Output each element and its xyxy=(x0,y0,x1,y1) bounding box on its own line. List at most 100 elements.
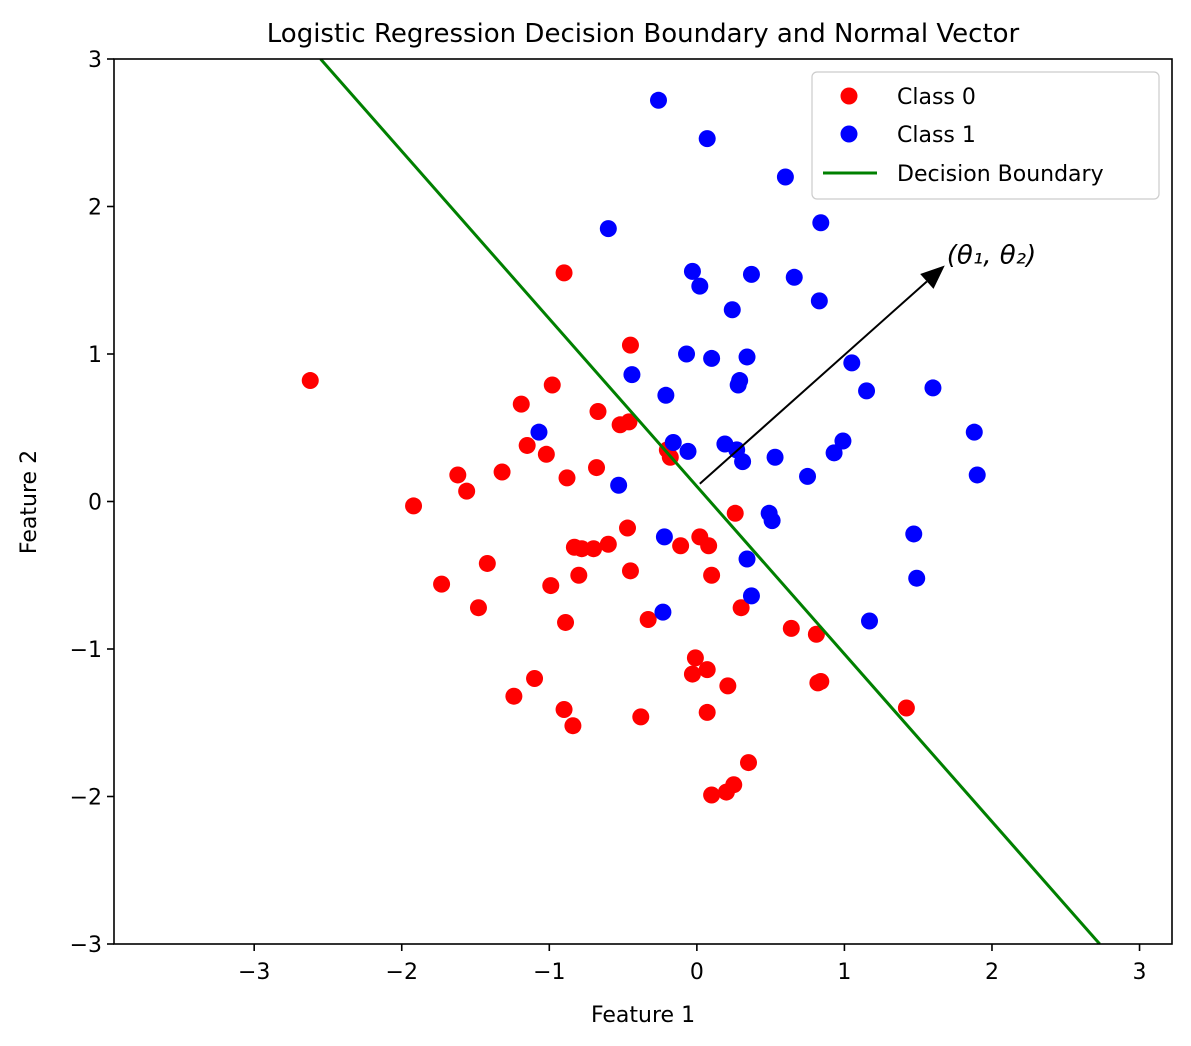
x-tick-label: 0 xyxy=(690,960,704,985)
decision-boundary-line xyxy=(319,59,1101,944)
class-0-point xyxy=(537,445,555,463)
class-0-point xyxy=(807,625,825,643)
class-0-point xyxy=(449,466,467,484)
class-0-point xyxy=(621,336,639,354)
class-1-point xyxy=(738,348,756,366)
legend-label-decision-boundary: Decision Boundary xyxy=(897,162,1104,187)
legend-label-class-0: Class 0 xyxy=(897,85,976,110)
x-tick-label: −3 xyxy=(238,960,270,985)
y-axis: −3 −2 −1 0 1 2 3 xyxy=(70,48,114,958)
class-0-point xyxy=(564,717,582,735)
x-tick-label: 1 xyxy=(837,960,851,985)
x-tick-label: 3 xyxy=(1133,960,1147,985)
class-0-point xyxy=(725,776,743,794)
y-tick-label: −2 xyxy=(70,786,102,811)
class-0-point xyxy=(588,459,606,477)
class-0-point xyxy=(621,562,639,580)
class-0-point xyxy=(782,619,800,637)
class-0-point xyxy=(619,519,637,537)
class-0-point xyxy=(555,700,573,718)
class-0-point xyxy=(518,436,536,454)
class-0-point xyxy=(703,786,721,804)
class-0-point xyxy=(589,403,607,421)
class-0-point xyxy=(573,540,591,558)
class-0-point xyxy=(469,599,487,617)
class-0-point xyxy=(686,649,704,667)
legend: Class 0 Class 1 Decision Boundary xyxy=(811,71,1160,200)
y-tick-label: −1 xyxy=(70,638,102,663)
class-0-point xyxy=(557,613,575,631)
class-1-point xyxy=(799,467,817,485)
class-1-point xyxy=(599,220,617,238)
class-1-point xyxy=(861,612,879,630)
plot-area xyxy=(301,59,1101,944)
normal-vector-arrow-head xyxy=(920,265,945,289)
class-1-point xyxy=(968,466,986,484)
class-0-point xyxy=(639,611,657,628)
class-0-point xyxy=(493,463,511,481)
x-tick-label: −1 xyxy=(533,960,565,985)
class-0-point xyxy=(726,504,744,522)
x-axis: −3 −2 −1 0 1 2 3 xyxy=(238,944,1147,985)
class-0-point xyxy=(458,482,476,500)
class-1-point xyxy=(723,301,741,319)
class-1-point xyxy=(965,423,983,441)
class-1-point xyxy=(683,262,701,280)
class-0-point xyxy=(812,672,830,690)
y-tick-label: 0 xyxy=(88,491,102,516)
class-1-point xyxy=(738,550,756,568)
class-0-point xyxy=(740,754,758,772)
class-1-point xyxy=(657,386,675,404)
class-1-point xyxy=(785,268,803,286)
class-1-point xyxy=(825,444,843,462)
class-0-point xyxy=(683,665,701,683)
y-tick-label: 1 xyxy=(88,343,102,368)
legend-marker-class-1 xyxy=(840,125,858,143)
legend-box xyxy=(811,71,1160,200)
y-tick-label: 2 xyxy=(88,196,102,221)
class-0-point xyxy=(478,554,496,572)
y-tick-label: −3 xyxy=(70,933,102,958)
chart-title: Logistic Regression Decision Boundary an… xyxy=(267,19,1020,49)
class-1-point xyxy=(858,382,876,400)
y-axis-label: Feature 2 xyxy=(17,450,42,554)
legend-marker-class-0 xyxy=(840,87,858,105)
class-0-point xyxy=(700,537,718,555)
class-1-point xyxy=(664,434,682,451)
class-0-point xyxy=(632,708,650,726)
class-0-point xyxy=(512,395,530,413)
class-0-point xyxy=(672,537,690,555)
x-tick-label: −2 xyxy=(386,960,418,985)
class-1-point xyxy=(834,432,852,450)
class-1-point xyxy=(924,379,942,397)
class-1-point xyxy=(649,91,667,109)
class-1-point xyxy=(698,130,716,148)
class-0-point xyxy=(505,687,523,705)
normal-vector-arrow-shaft xyxy=(699,280,928,485)
class-0-point xyxy=(570,566,588,584)
class-1-point xyxy=(654,603,672,621)
class-0-point xyxy=(555,264,573,282)
y-tick-label: 3 xyxy=(88,48,102,73)
class-1-point xyxy=(763,512,781,530)
class-1-point xyxy=(731,372,749,390)
class-1-point xyxy=(812,214,830,232)
normal-vector-label: (θ₁, θ₂) xyxy=(947,241,1036,271)
class-0-point xyxy=(543,376,561,394)
class-1-point xyxy=(908,569,926,587)
class-0-point xyxy=(897,699,915,717)
class-0-point xyxy=(585,540,603,558)
class-0-point xyxy=(732,599,750,617)
class-0-point xyxy=(526,670,544,687)
class-1-point xyxy=(734,453,752,471)
class-0-point xyxy=(620,413,638,431)
class-1-point xyxy=(703,349,721,367)
class-1-point xyxy=(766,448,784,466)
class-1-point xyxy=(678,345,696,363)
class-1-point xyxy=(742,265,760,283)
class-1-point xyxy=(742,587,760,605)
class-1-point xyxy=(691,277,709,295)
class-1-point xyxy=(610,476,628,494)
x-axis-label: Feature 1 xyxy=(591,1003,695,1028)
class-0-point xyxy=(719,677,737,695)
